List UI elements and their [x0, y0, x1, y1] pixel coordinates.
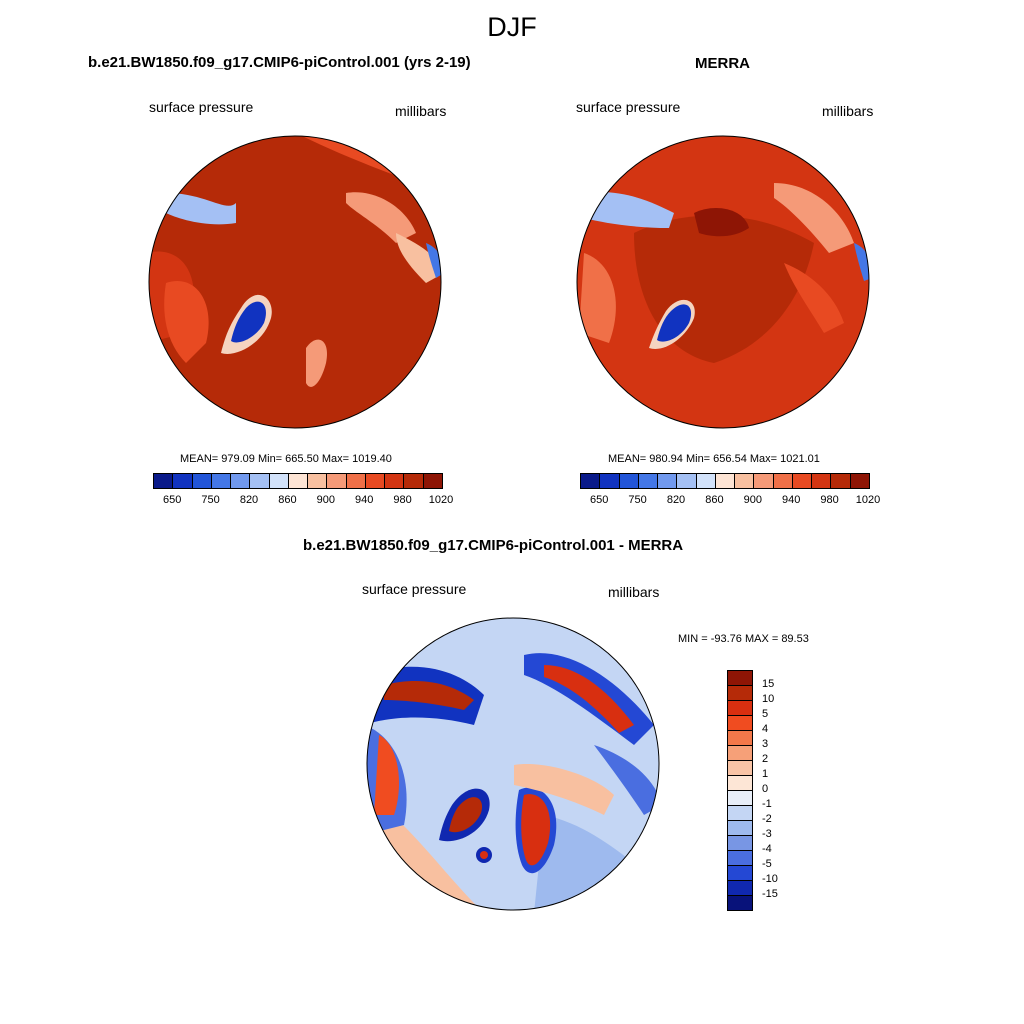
diff-colorbar-box [728, 686, 752, 701]
model-units-label: millibars [395, 103, 447, 119]
obs-panel-title: MERRA [695, 55, 750, 72]
obs-stats: MEAN= 980.94 Min= 656.54 Max= 1021.01 [608, 453, 820, 465]
diff-colorbar-tick: 1 [762, 768, 769, 780]
model-colorbar-box [404, 474, 424, 488]
obs-colorbar-box [658, 474, 678, 488]
model-colorbar-box [308, 474, 328, 488]
obs-colorbar [580, 473, 870, 489]
diff-colorbar-box [728, 896, 752, 910]
obs-colorbar-box [773, 474, 793, 488]
obs-colorbar-box [812, 474, 832, 488]
diff-colorbar-tick: 3 [762, 738, 769, 750]
model-variable-label: surface pressure [149, 99, 254, 115]
obs-colorbar-tick: 860 [705, 494, 724, 506]
model-colorbar-tick: 900 [316, 494, 335, 506]
obs-colorbar-box [696, 474, 716, 488]
model-colorbar-box [346, 474, 366, 488]
diff-polar-map [366, 617, 660, 911]
obs-colorbar-box [619, 474, 639, 488]
model-colorbar-tick: 940 [355, 494, 374, 506]
diff-colorbar-box [728, 761, 752, 776]
model-colorbar-box [269, 474, 289, 488]
diff-colorbar-box [728, 776, 752, 791]
diff-colorbar-box [728, 836, 752, 851]
diff-colorbar-tick: -4 [762, 843, 772, 855]
model-colorbar-box [173, 474, 193, 488]
diff-colorbar-tick: 5 [762, 708, 769, 720]
obs-colorbar-box [850, 474, 869, 488]
model-colorbar-ticks: 650 750 820 860 900 940 980 1020 [153, 494, 453, 508]
model-colorbar-box [250, 474, 270, 488]
model-colorbar-box [288, 474, 309, 488]
model-colorbar [153, 473, 443, 489]
obs-colorbar-box [735, 474, 755, 488]
diff-colorbar [727, 670, 753, 911]
model-polar-map [148, 135, 442, 429]
diff-colorbar-tick: 15 [762, 678, 775, 690]
diff-colorbar-tick: 0 [762, 783, 769, 795]
diff-colorbar-tick: -1 [762, 798, 772, 810]
obs-colorbar-tick: 900 [743, 494, 762, 506]
model-colorbar-tick: 1020 [428, 494, 454, 506]
diff-colorbar-tick: 10 [762, 693, 775, 705]
diff-colorbar-tick: 4 [762, 723, 769, 735]
model-colorbar-box [231, 474, 251, 488]
diff-colorbar-box [728, 716, 752, 731]
model-stats: MEAN= 979.09 Min= 665.50 Max= 1019.40 [180, 453, 392, 465]
model-colorbar-box [192, 474, 212, 488]
obs-colorbar-box [831, 474, 851, 488]
diff-colorbar-box [728, 671, 752, 686]
diff-colorbar-box [728, 881, 752, 896]
diff-colorbar-box [728, 746, 752, 761]
diff-colorbar-tick: 2 [762, 753, 769, 765]
obs-colorbar-tick: 980 [820, 494, 839, 506]
diff-colorbar-tick: -15 [762, 888, 778, 900]
diff-colorbar-box [728, 791, 752, 806]
diff-colorbar-tick: -2 [762, 813, 772, 825]
obs-colorbar-tick: 820 [666, 494, 686, 506]
model-colorbar-tick: 980 [393, 494, 412, 506]
diff-colorbar-box [728, 821, 752, 836]
model-colorbar-tick: 650 [163, 494, 182, 506]
figure-title: DJF [487, 12, 537, 42]
obs-colorbar-tick: 940 [782, 494, 801, 506]
model-colorbar-box [385, 474, 405, 488]
obs-colorbar-tick: 650 [590, 494, 609, 506]
obs-colorbar-box [600, 474, 620, 488]
diff-colorbar-box [728, 851, 752, 866]
model-colorbar-tick: 750 [201, 494, 220, 506]
model-colorbar-box [423, 474, 442, 488]
model-colorbar-box [327, 474, 347, 488]
model-colorbar-tick: 820 [239, 494, 259, 506]
diff-colorbar-box [728, 806, 752, 821]
diff-colorbar-box [728, 866, 752, 881]
obs-units-label: millibars [822, 103, 874, 119]
obs-colorbar-ticks: 650 750 820 860 900 940 980 1020 [580, 494, 880, 508]
diff-colorbar-box [728, 701, 752, 716]
model-colorbar-box [211, 474, 232, 488]
obs-polar-map [576, 135, 870, 429]
model-panel-title: b.e21.BW1850.f09_g17.CMIP6-piControl.001… [88, 54, 471, 71]
diff-variable-label: surface pressure [362, 581, 467, 597]
diff-units-label: millibars [608, 584, 660, 600]
obs-colorbar-box [754, 474, 774, 488]
obs-colorbar-tick: 1020 [855, 494, 881, 506]
model-colorbar-tick: 860 [278, 494, 297, 506]
diff-panel-title: b.e21.BW1850.f09_g17.CMIP6-piControl.001… [303, 537, 684, 554]
diff-stats: MIN = -93.76 MAX = 89.53 [678, 633, 809, 645]
obs-colorbar-tick: 750 [628, 494, 647, 506]
diff-colorbar-tick: -5 [762, 858, 772, 870]
diff-colorbar-box [728, 731, 752, 746]
diff-colorbar-tick: -3 [762, 828, 772, 840]
model-colorbar-box [365, 474, 386, 488]
obs-colorbar-box [715, 474, 736, 488]
obs-colorbar-box [581, 474, 601, 488]
obs-colorbar-box [792, 474, 813, 488]
diff-colorbar-tick: -10 [762, 873, 778, 885]
model-colorbar-box [154, 474, 174, 488]
obs-variable-label: surface pressure [576, 99, 681, 115]
obs-colorbar-box [638, 474, 659, 488]
obs-colorbar-box [677, 474, 697, 488]
